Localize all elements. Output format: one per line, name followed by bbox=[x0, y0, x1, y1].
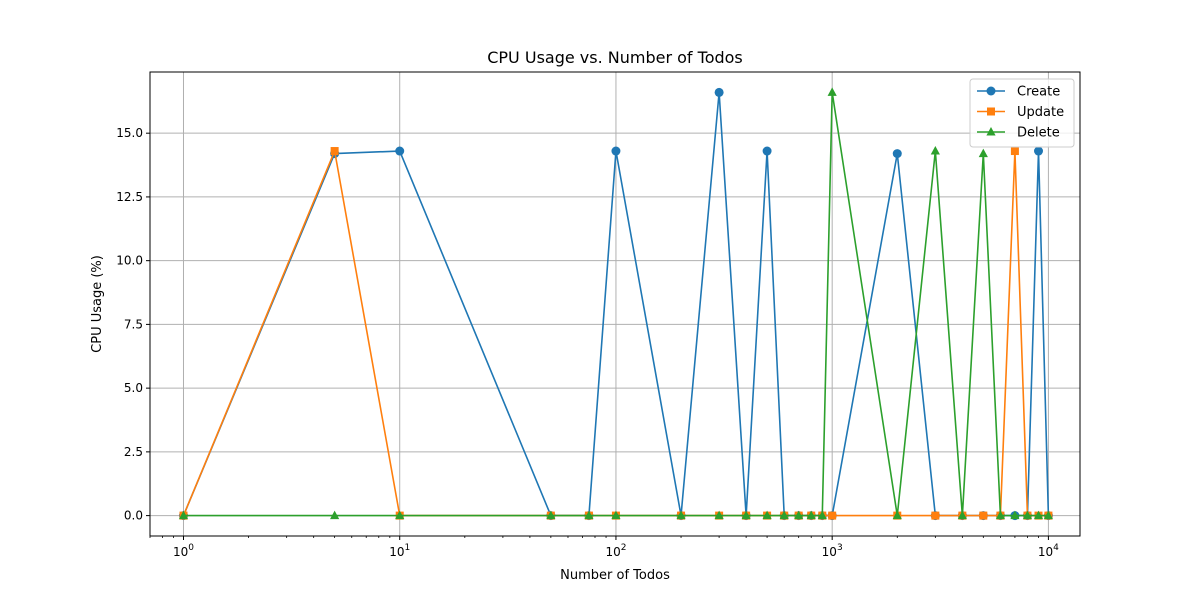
data-point-delete bbox=[779, 510, 789, 520]
y-tick-label: 2.5 bbox=[124, 445, 143, 459]
data-point-delete bbox=[178, 510, 189, 520]
data-point-create bbox=[1034, 146, 1044, 156]
x-tick-label: 101 bbox=[389, 543, 410, 559]
data-point-delete bbox=[1010, 510, 1020, 520]
legend-label-update: Update bbox=[1017, 105, 1064, 120]
data-point-update bbox=[931, 511, 940, 520]
data-point-create bbox=[892, 149, 902, 159]
data-point-delete bbox=[794, 510, 804, 520]
series-layer bbox=[178, 87, 1054, 521]
data-point-delete bbox=[892, 510, 902, 520]
data-point-delete bbox=[395, 510, 405, 520]
legend-label-delete: Delete bbox=[1017, 126, 1060, 141]
data-point-delete bbox=[957, 510, 967, 520]
legend: Create Update Delete bbox=[969, 78, 1075, 148]
data-point-update bbox=[828, 511, 837, 520]
legend-entry-create: Create bbox=[977, 85, 1060, 100]
data-point-delete bbox=[611, 510, 621, 520]
legend-marker-delete bbox=[986, 127, 996, 136]
data-point-update bbox=[330, 147, 339, 156]
data-point-update bbox=[1010, 147, 1019, 156]
y-tick-label: 10.0 bbox=[116, 254, 143, 268]
x-tick-label: 102 bbox=[605, 543, 626, 559]
chart-title: CPU Usage vs. Number of Todos bbox=[487, 48, 743, 67]
series-delete bbox=[178, 87, 1054, 520]
plot-frame bbox=[149, 71, 1081, 537]
x-tick-label: 100 bbox=[173, 543, 194, 559]
data-point-update bbox=[979, 511, 988, 520]
data-point-create bbox=[762, 146, 772, 156]
data-point-delete bbox=[1033, 510, 1044, 520]
data-point-delete bbox=[762, 510, 772, 520]
x-axis-label: Number of Todos bbox=[560, 568, 670, 583]
data-point-delete bbox=[806, 510, 816, 520]
legend-label-create: Create bbox=[1017, 85, 1060, 100]
ticks: 100 101 102 103 104 0.0 2.5 5.0 7.5 10.0 12.5 15.0 bbox=[116, 126, 1059, 559]
data-point-delete bbox=[546, 510, 556, 520]
y-tick-label: 15.0 bbox=[116, 126, 143, 140]
legend-box bbox=[969, 78, 1075, 148]
data-point-delete bbox=[714, 510, 724, 520]
data-point-delete bbox=[676, 510, 686, 520]
data-point-delete bbox=[330, 510, 340, 520]
data-point-delete bbox=[741, 510, 751, 520]
data-point-delete bbox=[817, 510, 827, 520]
data-point-create bbox=[395, 146, 405, 156]
data-point-delete bbox=[995, 510, 1006, 520]
data-point-delete bbox=[1022, 510, 1033, 520]
y-axis-label: CPU Usage (%) bbox=[90, 255, 105, 353]
x-tick-label: 104 bbox=[1038, 543, 1059, 559]
data-point-delete bbox=[930, 146, 940, 155]
y-tick-label: 12.5 bbox=[116, 190, 143, 204]
data-point-delete bbox=[827, 87, 837, 96]
data-point-create bbox=[714, 87, 724, 97]
x-tick-label: 103 bbox=[822, 543, 843, 559]
legend-marker-update bbox=[987, 107, 995, 116]
data-point-delete bbox=[1043, 510, 1054, 520]
legend-entry-delete: Delete bbox=[977, 126, 1060, 141]
legend-marker-create bbox=[986, 86, 996, 96]
data-point-create bbox=[611, 146, 621, 156]
legend-entry-update: Update bbox=[977, 105, 1064, 120]
y-tick-label: 5.0 bbox=[124, 381, 143, 395]
data-point-delete bbox=[978, 148, 988, 158]
y-tick-label: 0.0 bbox=[124, 509, 143, 523]
y-tick-label: 7.5 bbox=[124, 317, 143, 331]
data-point-delete bbox=[584, 510, 594, 520]
